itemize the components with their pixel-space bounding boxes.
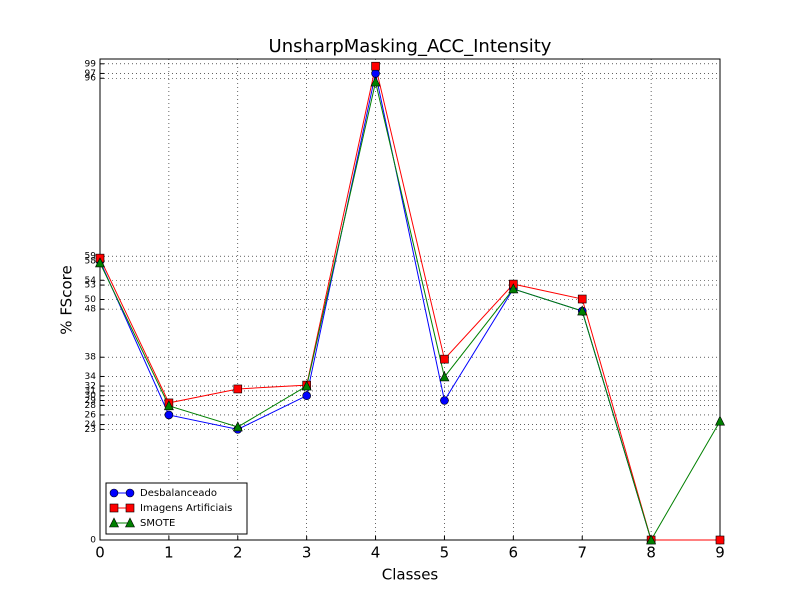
- x-tick-label: 6: [509, 544, 519, 562]
- series-line: [99, 81, 721, 542]
- y-tick-label: 99: [85, 59, 97, 69]
- marker: [440, 396, 449, 405]
- y-axis-label: % FScore: [58, 265, 76, 334]
- y-tick-label: 29: [85, 396, 97, 406]
- y-tick-label: 34: [85, 372, 97, 382]
- marker: [301, 380, 312, 391]
- marker: [233, 384, 243, 394]
- marker: [125, 517, 135, 528]
- x-tick-label: 9: [715, 544, 725, 562]
- y-tick-label: 31: [85, 386, 96, 396]
- marker: [371, 69, 380, 78]
- marker: [370, 76, 381, 87]
- legend-label: Imagens Artificiais: [140, 503, 232, 514]
- x-axis-label: Classes: [382, 566, 439, 584]
- marker: [508, 283, 519, 294]
- chart-title: UnsharpMasking_ACC_Intensity: [269, 36, 552, 57]
- x-tick-label: 4: [371, 544, 381, 562]
- y-tick-label: 50: [85, 295, 97, 305]
- x-tick-label: 3: [302, 544, 312, 562]
- marker: [109, 517, 119, 528]
- marker: [715, 535, 725, 545]
- y-tick-label: 38: [85, 353, 97, 363]
- legend: Desbalanceado Imagens Artificiais SMOTE: [105, 482, 248, 535]
- marker: [109, 488, 119, 498]
- marker: [715, 415, 725, 426]
- x-tick-label: 0: [95, 544, 105, 562]
- y-tick-label: 54: [85, 276, 97, 286]
- legend-label: SMOTE: [140, 518, 175, 529]
- x-tick-label: 8: [646, 544, 656, 562]
- marker: [302, 391, 311, 401]
- y-tick-label: 28: [85, 401, 97, 411]
- marker: [440, 354, 449, 364]
- marker: [232, 421, 243, 432]
- x-tick-label: 1: [164, 544, 174, 562]
- y-tick-label: 96: [85, 74, 97, 84]
- y-tick-label: 48: [85, 305, 97, 315]
- marker: [371, 61, 380, 71]
- marker: [125, 488, 135, 498]
- y-tick-label: 53: [85, 281, 96, 291]
- y-tick-label: 23: [85, 425, 96, 435]
- marker: [646, 534, 657, 545]
- marker: [109, 503, 119, 513]
- marker: [95, 257, 105, 268]
- y-tick-label: 0: [90, 536, 96, 546]
- y-tick-label: 24: [85, 420, 97, 430]
- y-tick-label: 30: [85, 391, 97, 401]
- legend-label: Desbalanceado: [140, 488, 217, 499]
- marker: [577, 305, 588, 316]
- y-tick-label: 59: [85, 252, 97, 262]
- y-tick-label: 26: [85, 410, 97, 420]
- y-tick-label: 58: [85, 257, 97, 267]
- x-tick-label: 2: [233, 544, 243, 562]
- series-line: [99, 66, 720, 541]
- marker: [163, 400, 174, 411]
- marker: [125, 503, 135, 513]
- y-tick-label: 97: [85, 69, 96, 79]
- y-tick-label: 32: [85, 382, 96, 392]
- plot-frame: [99, 58, 721, 541]
- marker: [164, 410, 174, 420]
- marker: [439, 371, 450, 382]
- x-tick-label: 7: [577, 544, 587, 562]
- x-tick-label: 5: [440, 544, 450, 562]
- marker: [577, 294, 587, 304]
